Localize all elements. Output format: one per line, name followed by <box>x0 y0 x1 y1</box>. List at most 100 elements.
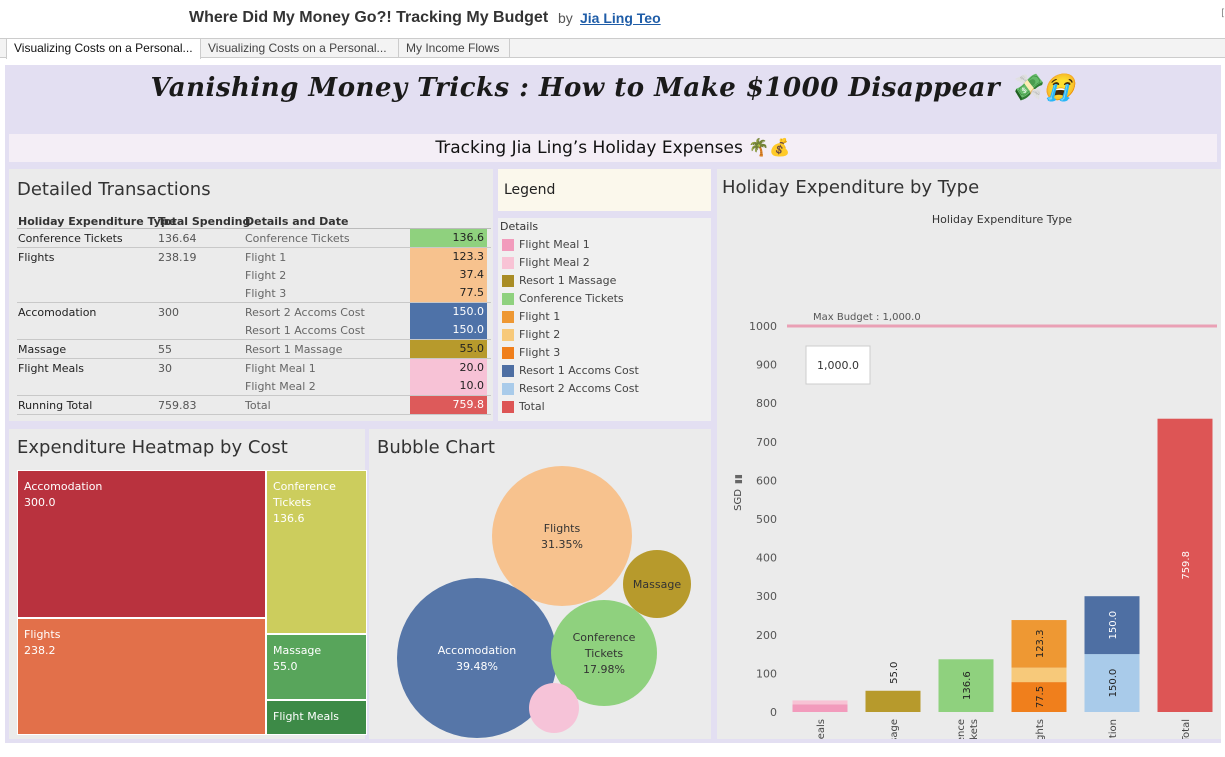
cell-total: 136.64 <box>158 232 197 245</box>
cell-value: 77.5 <box>410 284 487 302</box>
heatmap-cell-label: Accomodation <box>24 480 103 493</box>
table-group-accomodation: Accomodation 300 Resort 2 Accoms Cost 150.0… <box>17 303 491 340</box>
cell-type: Flight Meals <box>18 362 84 375</box>
bar-segment-flight-1[interactable] <box>1011 620 1067 668</box>
bubble-accomodation[interactable]: Accomodation 39.48% <box>397 578 557 738</box>
bar-accomodation[interactable]: 150.0 150.0 <box>1084 596 1140 712</box>
legend-swatch <box>502 293 514 305</box>
table-row[interactable]: Flight 3 77.5 <box>17 284 491 302</box>
x-tick-label: Conference <box>956 719 967 739</box>
bubble-label: 17.98% <box>583 663 625 676</box>
table-group-running-total: Running Total 759.83 Total 759.8 <box>17 396 491 415</box>
table-row[interactable]: Flight Meal 2 10.0 <box>17 377 491 395</box>
dashboard: Vanishing Money Tricks : How to Make $10… <box>5 65 1221 743</box>
heatmap-cell-flight-meals[interactable]: Flight Meals <box>266 700 367 735</box>
bar-massage[interactable]: 55.0 <box>865 662 921 712</box>
y-tick-label: 900 <box>756 359 777 372</box>
bar-segment-flight-meal-2[interactable] <box>792 700 848 705</box>
heatmap-cell-label: Conference Tickets <box>273 480 336 509</box>
legend-swatch <box>502 383 514 395</box>
bubble-flights[interactable]: Flights 31.35% <box>492 466 632 606</box>
cell-total: 238.19 <box>158 251 197 264</box>
sheet-tabs: Visualizing Costs on a Personal... Visua… <box>0 38 1225 59</box>
expand-icon[interactable]: [ <box>1221 8 1225 19</box>
tab-visualizing-costs-2[interactable]: Visualizing Costs on a Personal... <box>201 39 399 58</box>
table-row[interactable]: Flight 2 37.4 <box>17 266 491 284</box>
bar-value-label: 150.0 <box>1108 611 1119 640</box>
bar-segment-flight-3[interactable] <box>1011 682 1067 712</box>
cell-type: Accomodation <box>18 306 97 319</box>
legend-label: Flight 2 <box>519 328 561 341</box>
cell-value: 20.0 <box>410 359 487 377</box>
heatmap-cell-massage[interactable]: Massage 55.0 <box>266 634 367 700</box>
tab-my-income-flows[interactable]: My Income Flows <box>399 39 510 58</box>
y-tick-label: 300 <box>756 590 777 603</box>
cell-value: 150.0 <box>410 321 487 339</box>
sort-icon[interactable]: ▮▮ <box>734 474 744 484</box>
table-row[interactable]: Running Total 759.83 Total 759.8 <box>17 396 491 414</box>
heatmap-cell-flights[interactable]: Flights 238.2 <box>17 618 266 735</box>
heatmap-panel: Expenditure Heatmap by Cost Accomodation… <box>9 429 367 739</box>
cell-value: 37.4 <box>410 266 487 284</box>
legend-label: Resort 2 Accoms Cost <box>519 382 639 395</box>
table-row[interactable]: Flights 238.19 Flight 1 123.3 <box>17 248 491 266</box>
heatmap-cell-accomodation[interactable]: Accomodation 300.0 <box>17 470 266 618</box>
bubble-label: 39.48% <box>456 660 498 673</box>
y-tick-label: 500 <box>756 513 777 526</box>
bar-value-label: 136.6 <box>962 671 973 700</box>
cell-type: Running Total <box>18 399 93 412</box>
x-tick-label: Running Total <box>1181 719 1192 739</box>
tab-visualizing-costs-1[interactable]: Visualizing Costs on a Personal... <box>6 39 201 59</box>
table-row[interactable]: Flight Meals 30 Flight Meal 1 20.0 <box>17 359 491 377</box>
legend-swatch <box>502 401 514 413</box>
table-row[interactable]: Conference Tickets 136.64 Conference Ticke… <box>17 229 491 247</box>
tooltip-text: 1,000.0 <box>817 359 859 372</box>
y-tick-label: 800 <box>756 397 777 410</box>
bar-segment-resort-1-massage[interactable] <box>865 690 921 712</box>
bar-flights[interactable]: 77.5 123.3 <box>1011 620 1067 712</box>
y-tick-label: 0 <box>770 706 777 719</box>
y-tick-label: 1000 <box>749 320 777 333</box>
bar-segment-resort-1-accoms-cost[interactable] <box>1084 596 1140 655</box>
bar-segment-resort-2-accoms-cost[interactable] <box>1084 654 1140 712</box>
legend-swatch <box>502 329 514 341</box>
x-tick-label: Massage <box>889 719 900 739</box>
cell-value: 10.0 <box>410 377 487 395</box>
cell-total: 55 <box>158 343 172 356</box>
bar-segment-total[interactable] <box>1157 418 1213 712</box>
y-tick-label: 100 <box>756 667 777 680</box>
bubble-massage[interactable]: Massage <box>623 550 691 618</box>
bar-conference-tickets[interactable]: 136.6 <box>938 659 994 712</box>
page-title: Where Did My Money Go?! Tracking My Budg… <box>189 9 549 26</box>
bubble-conference-tickets[interactable]: Conference Tickets 17.98% <box>551 600 657 706</box>
heatmap-cell-conference-tickets[interactable]: Conference Tickets 136.6 <box>266 470 367 634</box>
bar-value-label: 150.0 <box>1108 669 1119 698</box>
cell-detail: Resort 2 Accoms Cost <box>245 306 365 319</box>
cell-detail: Conference Tickets <box>245 232 350 245</box>
bar-segment-conference-tickets[interactable] <box>938 659 994 712</box>
heatmap-cell-label: Flight Meals <box>273 710 339 723</box>
heatmap-cell-value: 300.0 <box>24 496 56 509</box>
table-row[interactable]: Massage 55 Resort 1 Massage 55.0 <box>17 340 491 358</box>
table-group-flight-meals: Flight Meals 30 Flight Meal 1 20.0 Flight Me… <box>17 359 491 396</box>
author-link[interactable]: Jia Ling Teo <box>580 10 661 26</box>
bar-segment-flight-2[interactable] <box>1011 667 1067 683</box>
dashboard-subtitle: Tracking Jia Ling’s Holiday Expenses 🌴💰 <box>9 134 1217 162</box>
table-group-flights: Flights 238.19 Flight 1 123.3 Flight 2 37.4 Fl… <box>17 248 491 303</box>
bar-title: Holiday Expenditure by Type <box>722 177 980 198</box>
bubble-flight-meals[interactable] <box>529 683 579 733</box>
bar-running-total[interactable]: 759.8 <box>1157 418 1213 712</box>
max-budget-label: Max Budget : 1,000.0 <box>813 312 921 323</box>
y-tick-label: 400 <box>756 552 777 565</box>
cell-detail: Flight 1 <box>245 251 287 264</box>
bar-segment-flight-meal-1[interactable] <box>792 704 848 712</box>
legend: Details Flight Meal 1 Flight Meal 2 Resort… <box>498 218 711 421</box>
bar-flight-meals[interactable] <box>792 700 848 712</box>
table-row[interactable]: Accomodation 300 Resort 2 Accoms Cost 150.0 <box>17 303 491 321</box>
header-total: Total Spending <box>158 215 251 228</box>
legend-label: Total <box>519 400 545 413</box>
bar-value-label: 77.5 <box>1035 686 1046 708</box>
bubble-chart: Flights 31.35% Massage Accomodation 39.48% Co… <box>397 466 691 738</box>
cell-total: 759.83 <box>158 399 197 412</box>
table-row[interactable]: Resort 1 Accoms Cost 150.0 <box>17 321 491 339</box>
